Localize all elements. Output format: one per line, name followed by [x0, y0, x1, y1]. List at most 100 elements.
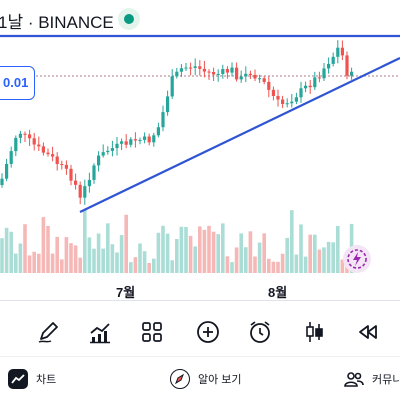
candle-body: [299, 88, 303, 98]
candle-body: [327, 63, 331, 69]
replay-icon[interactable]: [350, 314, 386, 350]
grid-icon[interactable]: [134, 314, 170, 350]
nav-label-learn: 알아 보기: [198, 374, 242, 386]
candle-body: [120, 141, 124, 144]
candle-body: [276, 95, 280, 100]
nav-item-learn[interactable]: 알아 보기: [170, 365, 242, 393]
volume-bar: [60, 259, 64, 273]
nav-item-community[interactable]: 커뮤니티: [344, 365, 400, 393]
add-icon[interactable]: [190, 314, 226, 350]
candle-body: [115, 143, 119, 149]
candle-body: [202, 68, 206, 72]
volume-bar: [257, 242, 262, 273]
volume-bar: [165, 233, 170, 273]
candle-body: [166, 96, 170, 113]
volume-bar: [225, 256, 230, 273]
candle-body: [198, 66, 202, 69]
candle-body: [5, 163, 9, 179]
volume-bar: [179, 226, 184, 273]
candle-body: [156, 127, 160, 136]
candle-body: [78, 184, 82, 198]
candle-body: [28, 134, 32, 139]
volume-bar: [129, 262, 133, 273]
candle-body: [14, 137, 18, 152]
candle-body: [350, 71, 354, 76]
candle-body: [225, 69, 229, 73]
candlesticks: [0, 40, 354, 205]
candle-body: [87, 179, 91, 187]
volume-bar: [188, 235, 193, 273]
volume-bar: [27, 255, 32, 273]
candle-body: [340, 47, 344, 56]
volume-bar: [14, 253, 18, 273]
volume-bar: [322, 247, 326, 273]
volume-bar: [0, 238, 4, 273]
candle-body: [193, 66, 197, 68]
candles-icon[interactable]: [296, 314, 332, 350]
volume-bar: [184, 227, 188, 273]
volume-bar: [198, 226, 202, 273]
candle-body: [216, 73, 220, 75]
candle-body: [235, 67, 239, 80]
volume-bar: [161, 225, 165, 273]
symbol-title[interactable]: 1날 · BINANCE: [0, 13, 114, 32]
candle-body: [230, 67, 234, 73]
candle-body: [184, 67, 188, 69]
volume-bar: [55, 236, 59, 273]
volume-bar: [317, 249, 322, 273]
volume-bar: [87, 237, 92, 273]
candle-body: [262, 78, 266, 82]
candle-body: [83, 186, 87, 198]
candle-body: [281, 99, 285, 104]
volume-bar: [294, 254, 299, 273]
volume-bar: [202, 229, 207, 273]
nav-item-chart[interactable]: 차트: [8, 365, 56, 393]
volume-bar: [239, 233, 243, 273]
candle-body: [147, 136, 151, 143]
volume-bar: [133, 257, 138, 273]
candle-body: [55, 156, 59, 165]
learn-icon: [170, 369, 190, 389]
volume-bar: [271, 261, 276, 273]
price-label-value: 0.01: [3, 75, 29, 90]
volume-bar: [267, 258, 271, 273]
price-label-box[interactable]: 0.01: [0, 66, 35, 100]
volume-bar: [207, 225, 211, 273]
candle-body: [239, 76, 243, 80]
volume-bar: [96, 233, 101, 273]
candle-body: [170, 76, 174, 97]
volume-bar: [216, 234, 220, 273]
x-tick-august: 8월: [268, 285, 288, 300]
candle-body: [271, 89, 275, 96]
candle-body: [317, 77, 321, 79]
volume-bar: [119, 235, 124, 273]
indicators-icon[interactable]: [82, 314, 118, 350]
candle-body: [110, 148, 114, 151]
candle-body: [152, 135, 156, 143]
volume-bar: [234, 247, 239, 273]
volume-bar: [331, 242, 335, 273]
lightning-icon[interactable]: [343, 245, 371, 273]
candle-body: [9, 151, 13, 164]
x-tick-july: 7월: [116, 285, 136, 300]
nav-label-chart: 차트: [36, 374, 57, 386]
candle-body: [253, 74, 257, 79]
community-icon: [344, 372, 364, 387]
volume-bar: [138, 243, 142, 273]
volume-bar: [50, 253, 55, 273]
candle-body: [46, 152, 50, 155]
candle-body: [51, 154, 55, 157]
volume-bar: [106, 223, 110, 273]
price-chart[interactable]: [0, 0, 400, 300]
volume-bar: [78, 257, 82, 273]
volume-bar: [18, 243, 23, 273]
volume-bar: [244, 247, 248, 273]
volume-bar: [73, 245, 78, 273]
alarm-icon[interactable]: [242, 314, 278, 350]
candle-body: [189, 67, 193, 69]
candle-body: [304, 85, 308, 89]
pencil-icon[interactable]: [30, 314, 66, 350]
candle-body: [290, 101, 294, 104]
volume-bar: [336, 226, 340, 273]
candle-body: [175, 71, 179, 77]
